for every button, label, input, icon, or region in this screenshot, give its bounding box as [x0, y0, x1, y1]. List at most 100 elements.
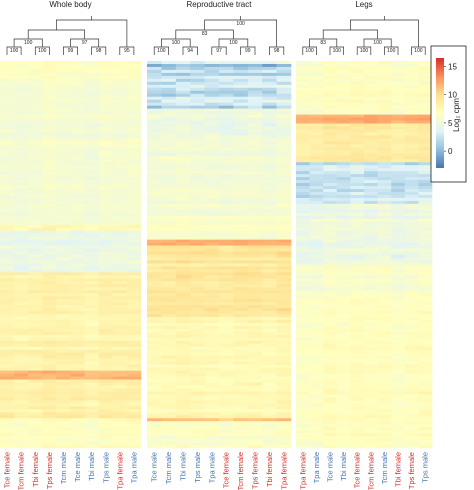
heatmap-cell: [112, 87, 128, 92]
heatmap-cell: [296, 227, 310, 231]
heatmap-cell: [296, 171, 310, 175]
heatmap-cell: [84, 317, 99, 321]
heatmap-cell: [296, 373, 310, 377]
heatmap-cell: [336, 135, 351, 139]
heatmap-cell: [377, 299, 392, 303]
heatmap-cell: [112, 370, 128, 374]
heatmap-cell: [98, 245, 114, 249]
heatmap-cell: [98, 141, 114, 145]
heatmap-cell: [190, 424, 205, 428]
heatmap-cell: [56, 430, 71, 434]
heatmap-cell: [70, 215, 85, 220]
heatmap-cell: [391, 218, 406, 223]
heatmap-cell: [0, 93, 15, 98]
heatmap-cell: [112, 281, 128, 285]
heatmap-cell: [147, 144, 162, 148]
heatmap-cell: [377, 433, 392, 437]
heatmap-cell: [391, 61, 406, 65]
heatmap-cell: [219, 257, 234, 261]
heatmap-cell: [147, 168, 162, 172]
heatmap-cell: [204, 120, 220, 124]
heatmap-cell: [126, 317, 142, 321]
heatmap-cell: [98, 290, 114, 294]
heatmap-cell: [262, 263, 277, 267]
heatmap-cell: [350, 251, 365, 255]
heatmap-cell: [364, 171, 378, 175]
heatmap-cell: [28, 328, 43, 333]
heatmap-cell: [56, 61, 71, 65]
heatmap-cell: [247, 367, 263, 371]
heatmap-cell: [233, 69, 249, 74]
heatmap-cell: [98, 218, 114, 223]
heatmap-cell: [391, 215, 406, 220]
heatmap-cell: [233, 171, 249, 175]
heatmap-cell: [175, 403, 191, 407]
heatmap-cell: [161, 337, 177, 342]
heatmap-cell: [147, 177, 162, 181]
heatmap-cell: [262, 421, 277, 425]
heatmap-cell: [190, 132, 205, 136]
heatmap-cell: [377, 96, 392, 100]
heatmap-cell: [42, 364, 57, 368]
heatmap-cell: [14, 278, 29, 282]
heatmap-cell: [309, 159, 324, 163]
heatmap-cell: [147, 275, 162, 279]
heatmap-cell: [262, 287, 277, 291]
heatmap-cell: [190, 418, 205, 422]
heatmap-cell: [204, 278, 220, 282]
heatmap-cell: [70, 352, 85, 357]
heatmap-cell: [336, 81, 351, 86]
heatmap-cell: [219, 388, 234, 392]
heatmap-cell: [14, 230, 29, 234]
heatmap-cell: [364, 99, 378, 103]
heatmap-cell: [350, 114, 365, 118]
heatmap-cell: [418, 233, 433, 237]
heatmap-cell: [309, 287, 324, 291]
heatmap-cell: [0, 90, 15, 95]
heatmap-cell: [233, 117, 249, 121]
heatmap-cell: [190, 168, 205, 172]
heatmap-cell: [175, 156, 191, 160]
heatmap-cell: [126, 93, 142, 98]
heatmap-cell: [377, 75, 392, 80]
heatmap-cell: [98, 308, 114, 312]
heatmap-cell: [204, 287, 220, 291]
heatmap-cell: [70, 200, 85, 205]
heatmap-cell: [161, 281, 177, 285]
heatmap-cell: [391, 117, 406, 121]
heatmap-cell: [296, 191, 310, 196]
heatmap-cell: [233, 361, 249, 365]
heatmap-cell: [175, 111, 191, 115]
heatmap-cell: [126, 120, 142, 124]
heatmap-cell: [42, 391, 57, 395]
heatmap-cell: [112, 391, 128, 395]
heatmap-cell: [42, 266, 57, 270]
heatmap-cell: [161, 278, 177, 282]
heatmap-cell: [377, 141, 392, 145]
heatmap-cell: [28, 239, 43, 243]
heatmap-cell: [377, 242, 392, 246]
heatmap-cell: [219, 111, 234, 115]
heatmap-cell: [323, 385, 338, 389]
heatmap-cell: [377, 162, 392, 166]
heatmap-cell: [56, 361, 71, 365]
heatmap-cell: [28, 406, 43, 410]
heatmap-cell: [70, 153, 85, 157]
heatmap-cell: [147, 376, 162, 380]
heatmap-cell: [175, 63, 191, 68]
heatmap-cell: [161, 129, 177, 133]
heatmap-cell: [350, 227, 365, 231]
heatmap-cell: [126, 260, 142, 264]
heatmap-cell: [247, 69, 263, 74]
heatmap-cell: [112, 293, 128, 297]
sample-label: Tps female: [251, 452, 260, 489]
heatmap-cell: [42, 215, 57, 220]
heatmap-cell: [377, 129, 392, 133]
heatmap-cell: [147, 206, 162, 211]
heatmap-cell: [56, 266, 71, 270]
heatmap-cell: [219, 376, 234, 380]
heatmap-cell: [70, 171, 85, 175]
sample-label: Tcm male: [164, 452, 173, 484]
heatmap-cell: [309, 266, 324, 270]
heatmap-cell: [404, 346, 419, 351]
